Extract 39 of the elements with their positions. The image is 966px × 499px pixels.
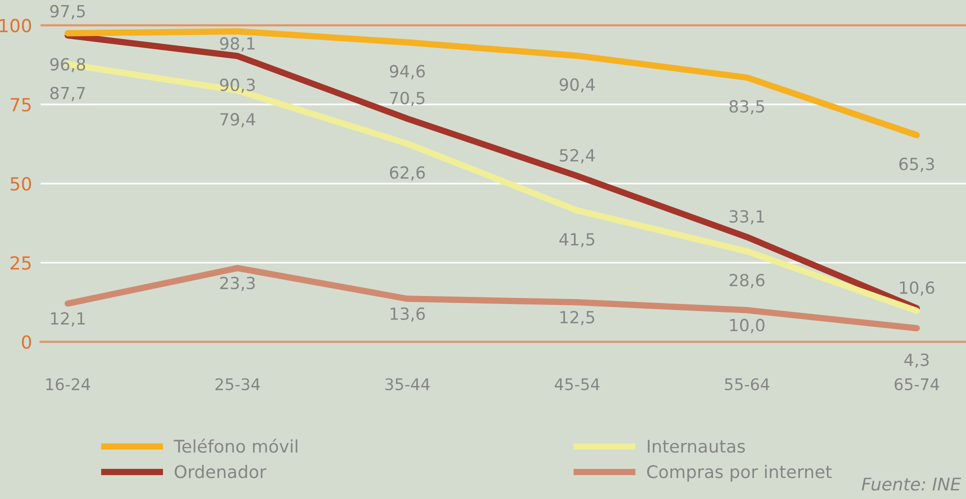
legend-label: Teléfono móvil (174, 438, 298, 453)
data-label: 52,4 (560, 149, 595, 164)
y-tick-label: 100 (0, 18, 32, 32)
x-tick-label: 65-74 (894, 378, 940, 390)
data-label: 97,5 (50, 4, 85, 20)
legend-label: Internautas (648, 440, 745, 453)
data-label: 94,6 (390, 64, 425, 80)
data-label: 41,5 (559, 233, 594, 248)
x-tick-label: 55-64 (724, 378, 770, 390)
data-label: 65,3 (899, 158, 934, 172)
data-label: 10,0 (730, 318, 764, 334)
data-label: 96,8 (50, 58, 86, 72)
source-note: Fuente: INE (862, 478, 962, 491)
data-label: 4,3 (904, 354, 929, 368)
data-label: 23,3 (220, 276, 255, 292)
data-label: 33,1 (730, 210, 764, 224)
x-tick-label: 35-44 (385, 378, 430, 390)
x-tick-label: 16-24 (46, 378, 90, 390)
x-tick-label: 25-34 (216, 378, 260, 390)
y-tick-label: 50 (10, 177, 32, 191)
data-label: 98,1 (220, 37, 255, 52)
data-label: 83,5 (730, 100, 764, 114)
data-label: 79,4 (220, 113, 256, 128)
data-label: 28,6 (730, 274, 764, 288)
data-label: 12,1 (51, 312, 85, 326)
data-label: 10,6 (900, 281, 934, 296)
y-tick-label: 25 (10, 256, 31, 270)
legend-label: Compras por internet (647, 464, 832, 482)
data-label: 70,5 (390, 92, 424, 106)
y-tick-label: 75 (10, 98, 31, 112)
data-label: 13,6 (390, 307, 425, 322)
data-label: 90,3 (220, 78, 255, 93)
data-label: 12,5 (560, 310, 594, 326)
legend-label: Ordenador (174, 464, 266, 478)
data-label: 90,4 (560, 78, 595, 93)
x-tick-label: 45-54 (554, 378, 600, 390)
y-tick-label: 0 (22, 335, 32, 349)
data-label: 87,7 (50, 86, 85, 102)
data-label: 62,6 (390, 166, 425, 181)
